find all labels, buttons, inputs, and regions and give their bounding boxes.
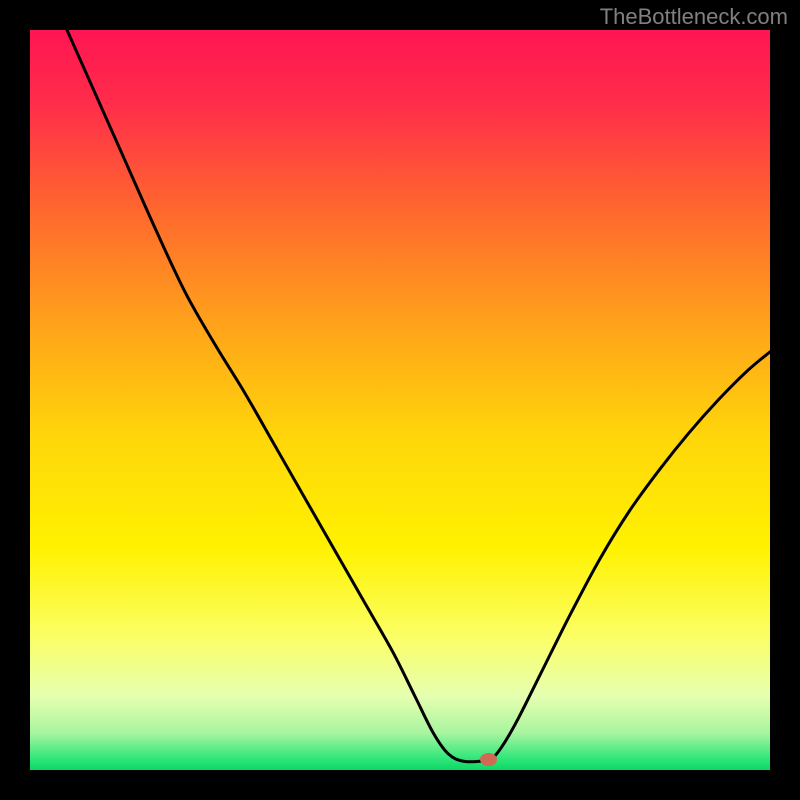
watermark-text: TheBottleneck.com <box>600 4 788 30</box>
bottleneck-curve <box>30 30 770 770</box>
chart-root: { "meta": { "watermark_text": "TheBottle… <box>0 0 800 800</box>
plot-area <box>30 30 770 770</box>
